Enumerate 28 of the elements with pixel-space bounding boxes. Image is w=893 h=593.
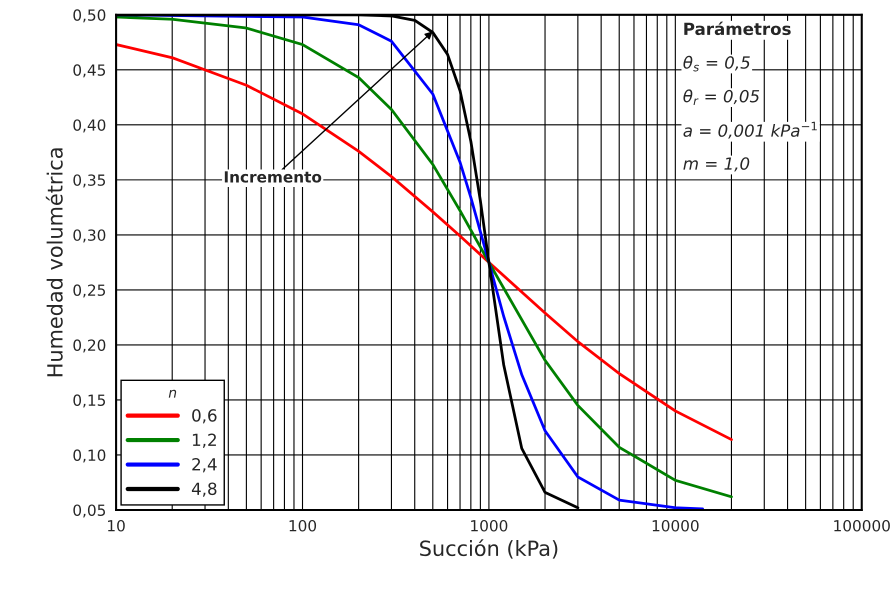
y-tick-label: 0,15 bbox=[73, 394, 106, 408]
x-tick-label: 100 bbox=[290, 520, 316, 532]
y-tick-label: 0,05 bbox=[73, 504, 106, 518]
y-tick-label: 0,10 bbox=[73, 449, 106, 463]
legend-label: 2,4 bbox=[192, 458, 217, 472]
y-tick-label: 0,20 bbox=[73, 339, 106, 353]
legend-label: 4,8 bbox=[192, 482, 216, 497]
legend-label: 0,6 bbox=[192, 409, 217, 424]
y-tick-label: 0,25 bbox=[73, 284, 106, 298]
y-tick-label: 0,35 bbox=[73, 174, 106, 188]
y-tick-label: 0,40 bbox=[73, 119, 106, 132]
x-tick-label: 1000 bbox=[471, 520, 508, 532]
y-tick-label: 0,45 bbox=[73, 64, 106, 78]
annotation: θ$_{r}$ = 0,05 bbox=[683, 89, 760, 105]
annotation: Incremento bbox=[224, 171, 322, 183]
x-tick-label: 100000 bbox=[834, 520, 890, 532]
y-tick-label: 0,30 bbox=[73, 229, 106, 242]
legend-label: 1,2 bbox=[192, 434, 216, 448]
x-tick-label: 10000 bbox=[652, 520, 699, 532]
annotation: m = 1,0 bbox=[683, 157, 750, 172]
legend-title: n bbox=[168, 390, 176, 398]
x-tick-label: 10 bbox=[108, 520, 125, 532]
annotation: θ$_{s}$ = 0,5 bbox=[683, 56, 750, 72]
x-axis-title: Succión (kPa) bbox=[420, 539, 558, 559]
y-axis-title: Humedad volumétrica bbox=[46, 148, 63, 376]
y-tick-label: 0,50 bbox=[73, 9, 106, 22]
annotation: a = 0,001 kPa$^{−1}$ bbox=[683, 122, 817, 139]
annotation: Parámetros bbox=[684, 22, 791, 36]
